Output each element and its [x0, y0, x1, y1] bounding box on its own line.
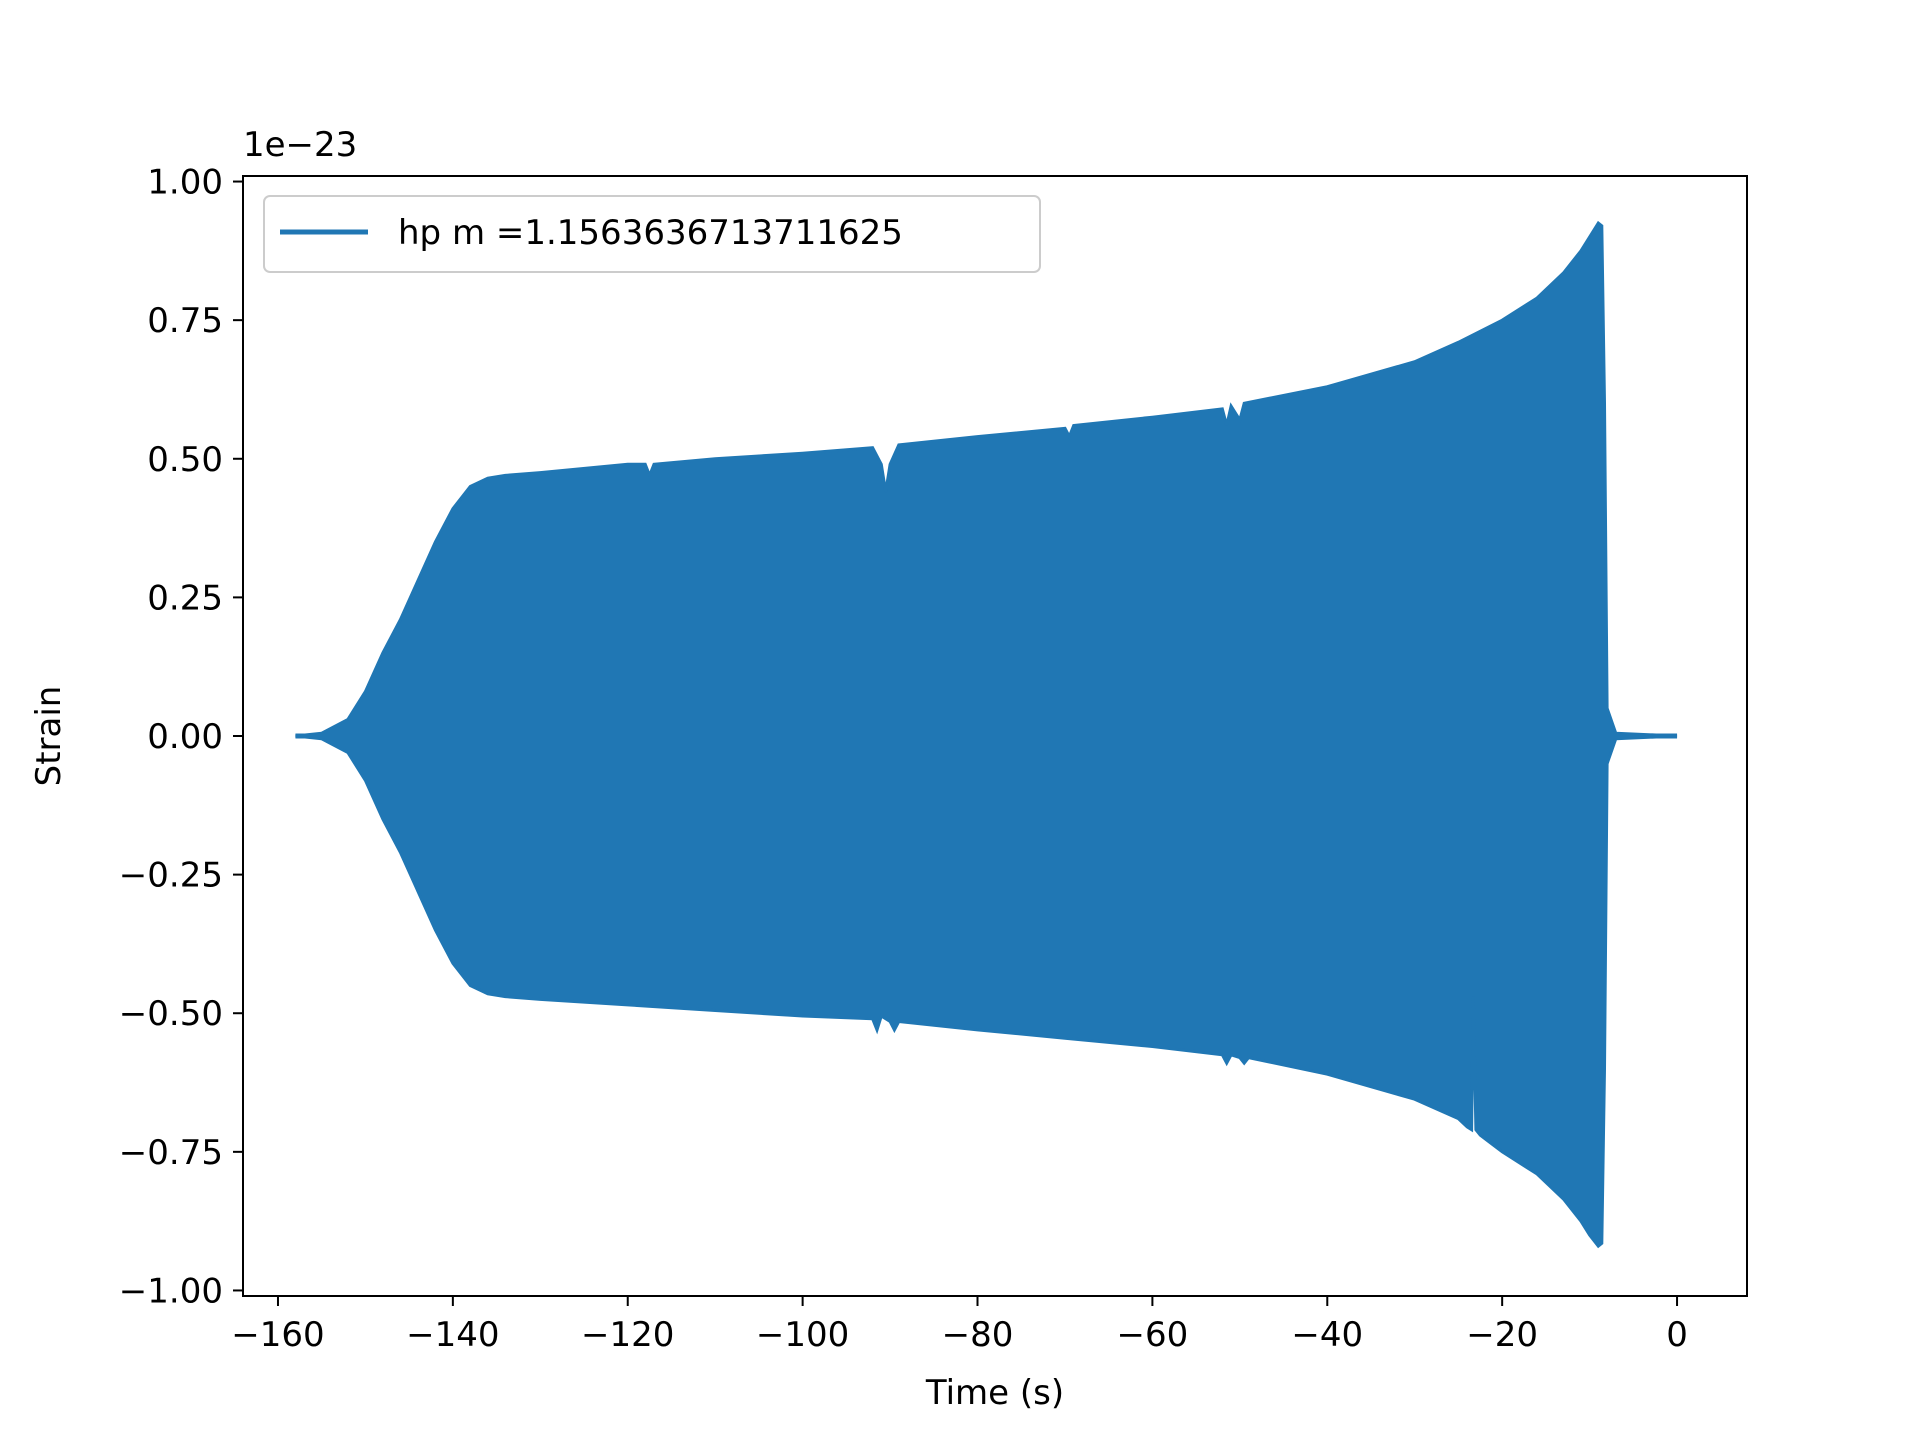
y-tick-label: −0.25	[119, 856, 223, 896]
x-tick-label: −140	[406, 1315, 499, 1355]
y-axis-offset-text: 1e−23	[243, 125, 357, 165]
legend-label-hp: hp m =1.1563636713711625	[398, 213, 903, 253]
legend: hp m =1.1563636713711625	[263, 195, 1041, 273]
x-tick-label: −20	[1466, 1315, 1538, 1355]
legend-box	[263, 195, 1041, 273]
y-tick-label: 0.50	[147, 440, 223, 480]
y-tick-label: 0.00	[147, 717, 223, 757]
x-tick-label: 0	[1666, 1315, 1688, 1355]
y-tick-label: −1.00	[119, 1271, 223, 1311]
y-tick-label: −0.75	[119, 1133, 223, 1173]
x-tick-label: −160	[231, 1315, 324, 1355]
x-axis-ticks: −160 −140 −120 −100 −80 −60 −40 −20 0	[231, 1296, 1688, 1355]
x-tick-label: −40	[1291, 1315, 1363, 1355]
y-tick-label: 0.25	[147, 578, 223, 618]
plot-area	[295, 220, 1678, 1249]
y-tick-label: 1.00	[147, 163, 223, 203]
y-tick-label: 0.75	[147, 301, 223, 341]
x-tick-label: −60	[1117, 1315, 1189, 1355]
y-tick-label: −0.50	[119, 994, 223, 1034]
x-tick-label: −100	[756, 1315, 849, 1355]
y-axis-label: Strain	[29, 686, 69, 787]
y-axis-ticks: 1.00 0.75 0.50 0.25 0.00 −0.25 −0.50 −0.75 −1.00	[119, 163, 243, 1311]
x-tick-label: −120	[581, 1315, 674, 1355]
x-tick-label: −80	[942, 1315, 1014, 1355]
x-axis-label: Time (s)	[925, 1373, 1064, 1413]
